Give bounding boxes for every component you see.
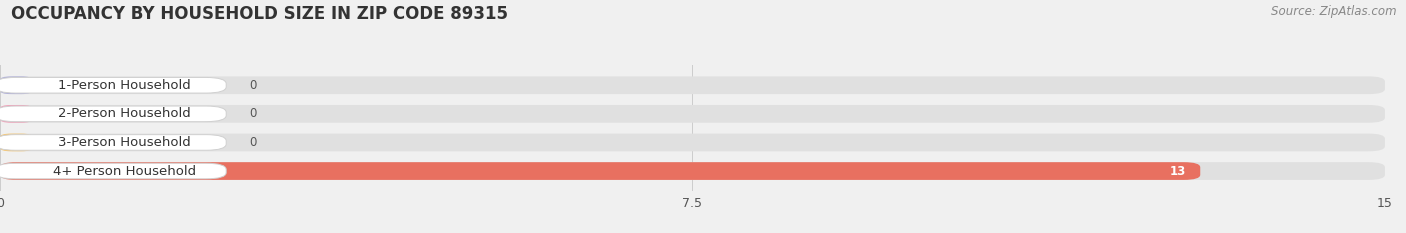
FancyBboxPatch shape bbox=[0, 134, 1385, 151]
FancyBboxPatch shape bbox=[0, 106, 226, 122]
Text: 2-Person Household: 2-Person Household bbox=[58, 107, 191, 120]
Text: 1-Person Household: 1-Person Household bbox=[58, 79, 191, 92]
Text: 0: 0 bbox=[249, 136, 257, 149]
FancyBboxPatch shape bbox=[0, 77, 226, 93]
Text: 3-Person Household: 3-Person Household bbox=[58, 136, 191, 149]
Text: 4+ Person Household: 4+ Person Household bbox=[53, 164, 197, 178]
FancyBboxPatch shape bbox=[0, 76, 32, 94]
FancyBboxPatch shape bbox=[0, 134, 32, 151]
FancyBboxPatch shape bbox=[0, 162, 1385, 180]
Text: OCCUPANCY BY HOUSEHOLD SIZE IN ZIP CODE 89315: OCCUPANCY BY HOUSEHOLD SIZE IN ZIP CODE … bbox=[11, 5, 508, 23]
FancyBboxPatch shape bbox=[0, 135, 226, 150]
FancyBboxPatch shape bbox=[0, 105, 1385, 123]
FancyBboxPatch shape bbox=[0, 162, 1201, 180]
FancyBboxPatch shape bbox=[0, 76, 1385, 94]
Text: 0: 0 bbox=[249, 107, 257, 120]
Text: 0: 0 bbox=[249, 79, 257, 92]
Text: 13: 13 bbox=[1170, 164, 1187, 178]
FancyBboxPatch shape bbox=[0, 163, 226, 179]
Text: Source: ZipAtlas.com: Source: ZipAtlas.com bbox=[1271, 5, 1396, 18]
FancyBboxPatch shape bbox=[0, 105, 32, 123]
